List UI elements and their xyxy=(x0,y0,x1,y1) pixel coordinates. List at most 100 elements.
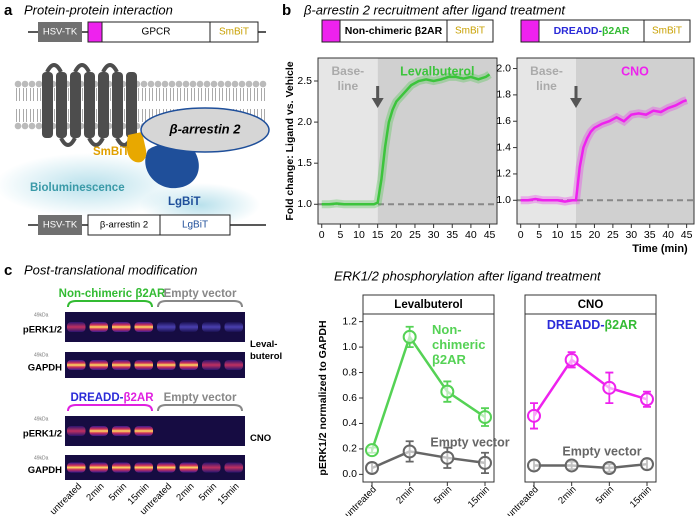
blot-row-label: GAPDH xyxy=(28,363,62,374)
point xyxy=(402,329,417,344)
point xyxy=(527,408,541,423)
band xyxy=(112,426,131,436)
smbit-label: SmBiT xyxy=(93,146,129,158)
arrow-head xyxy=(371,98,384,108)
annotation-line: Base- xyxy=(530,64,563,78)
series-label: Non-chimeric β2AR xyxy=(432,322,486,367)
lipid-head xyxy=(189,80,197,88)
y-tick-label: 2.0 xyxy=(297,116,312,128)
band xyxy=(67,462,86,473)
helix xyxy=(112,72,123,138)
lipid-head xyxy=(231,80,239,88)
promoter-box xyxy=(38,215,82,235)
band xyxy=(157,360,176,370)
helix xyxy=(42,72,53,138)
ligand-label: CNO xyxy=(250,433,271,444)
gpcr xyxy=(42,63,142,158)
loop xyxy=(59,137,77,147)
y-tick-label: 2.0 xyxy=(496,62,511,74)
annotation: Base-line xyxy=(530,64,563,93)
series-label-part: DREADD- xyxy=(547,318,605,332)
panel-a: a Protein-protein interaction HSV-TK GPC… xyxy=(0,2,270,236)
lipid-head xyxy=(168,80,176,88)
y-tick-label: 1.0 xyxy=(342,341,357,353)
tag-label: SmBiT xyxy=(652,26,682,37)
band xyxy=(134,462,153,473)
point xyxy=(564,458,579,473)
band xyxy=(224,322,243,332)
glow xyxy=(0,153,185,217)
x-tick-label: 45 xyxy=(681,229,693,241)
panel-letter: c xyxy=(4,262,12,279)
panel-header-label: Levalbuterol xyxy=(394,299,462,311)
lipid-head xyxy=(21,80,29,88)
lipid-head xyxy=(35,122,43,130)
point xyxy=(564,352,579,367)
series-label: Empty vector xyxy=(430,435,509,449)
loop xyxy=(101,63,119,73)
signal-label: Bioluminescence xyxy=(30,182,125,194)
band xyxy=(67,360,86,370)
blot-group-label-part: chimeric β2AR xyxy=(85,288,166,300)
marker-label: 49kDa xyxy=(34,312,49,318)
band xyxy=(157,462,176,473)
y-tick-label: 1.4 xyxy=(496,141,511,153)
promoter-label: HSV-TK xyxy=(43,220,78,231)
series-line xyxy=(534,462,648,470)
lipid-head xyxy=(28,122,36,130)
x-tick-label: 10 xyxy=(353,229,365,241)
y-axis-label: pERK1/2 normalized to GAPDH xyxy=(317,320,329,475)
loop xyxy=(45,63,63,73)
lipid-head xyxy=(238,80,246,88)
treatment-shade xyxy=(576,58,694,224)
chart-title: ERK1/2 phosphorylation after ligand trea… xyxy=(334,268,602,283)
x-tick-label: 15min xyxy=(628,484,654,510)
band xyxy=(112,360,131,370)
band xyxy=(224,462,243,473)
gene-label: Non-chimeric β2AR xyxy=(345,25,443,37)
band xyxy=(89,426,108,436)
y-tick-label: 2.5 xyxy=(297,75,312,87)
x-tick-label: 0 xyxy=(518,229,524,241)
band xyxy=(89,462,108,473)
lipid-head xyxy=(14,122,22,130)
promoter-label: HSV-TK xyxy=(43,27,78,38)
x-axis-label: Time (min) xyxy=(632,243,688,255)
x-tick-label: 10 xyxy=(552,229,564,241)
arrestin-label: β-arrestin 2 xyxy=(169,121,242,136)
series-label-part: β2AR xyxy=(605,318,638,332)
x-tick-label: 30 xyxy=(428,229,440,241)
tag-box xyxy=(321,19,341,43)
band xyxy=(224,360,243,370)
annotation-line: Base- xyxy=(331,64,364,78)
x-tick-label: 2min xyxy=(556,484,578,506)
loop xyxy=(87,137,105,147)
tag-box xyxy=(520,19,540,43)
loop xyxy=(73,63,91,73)
smbit-shape xyxy=(126,132,147,163)
bracket xyxy=(157,300,243,308)
band xyxy=(134,360,153,370)
y-tick-label: 1.8 xyxy=(496,89,511,101)
blot-group-label: Empty vector xyxy=(164,392,237,404)
helix xyxy=(70,72,81,138)
panel-title: Post-translational modification xyxy=(24,262,197,277)
panel-letter: b xyxy=(282,2,291,19)
bracket xyxy=(157,404,243,412)
point xyxy=(478,455,492,470)
lgbit-shape xyxy=(145,144,199,189)
ligand-label-line: buterol xyxy=(250,351,282,362)
band xyxy=(179,462,198,473)
blot-group-label: Non-chimeric β2AR xyxy=(59,288,166,300)
marker-label: 49kDa xyxy=(34,352,49,358)
x-tick-label: 2min xyxy=(394,484,416,506)
lipid-head xyxy=(147,80,155,88)
y-tick-label: 1.0 xyxy=(297,198,312,210)
tag-box xyxy=(446,19,494,43)
band xyxy=(67,322,86,332)
band xyxy=(134,426,153,436)
lipid-head xyxy=(35,80,43,88)
point xyxy=(602,380,617,395)
